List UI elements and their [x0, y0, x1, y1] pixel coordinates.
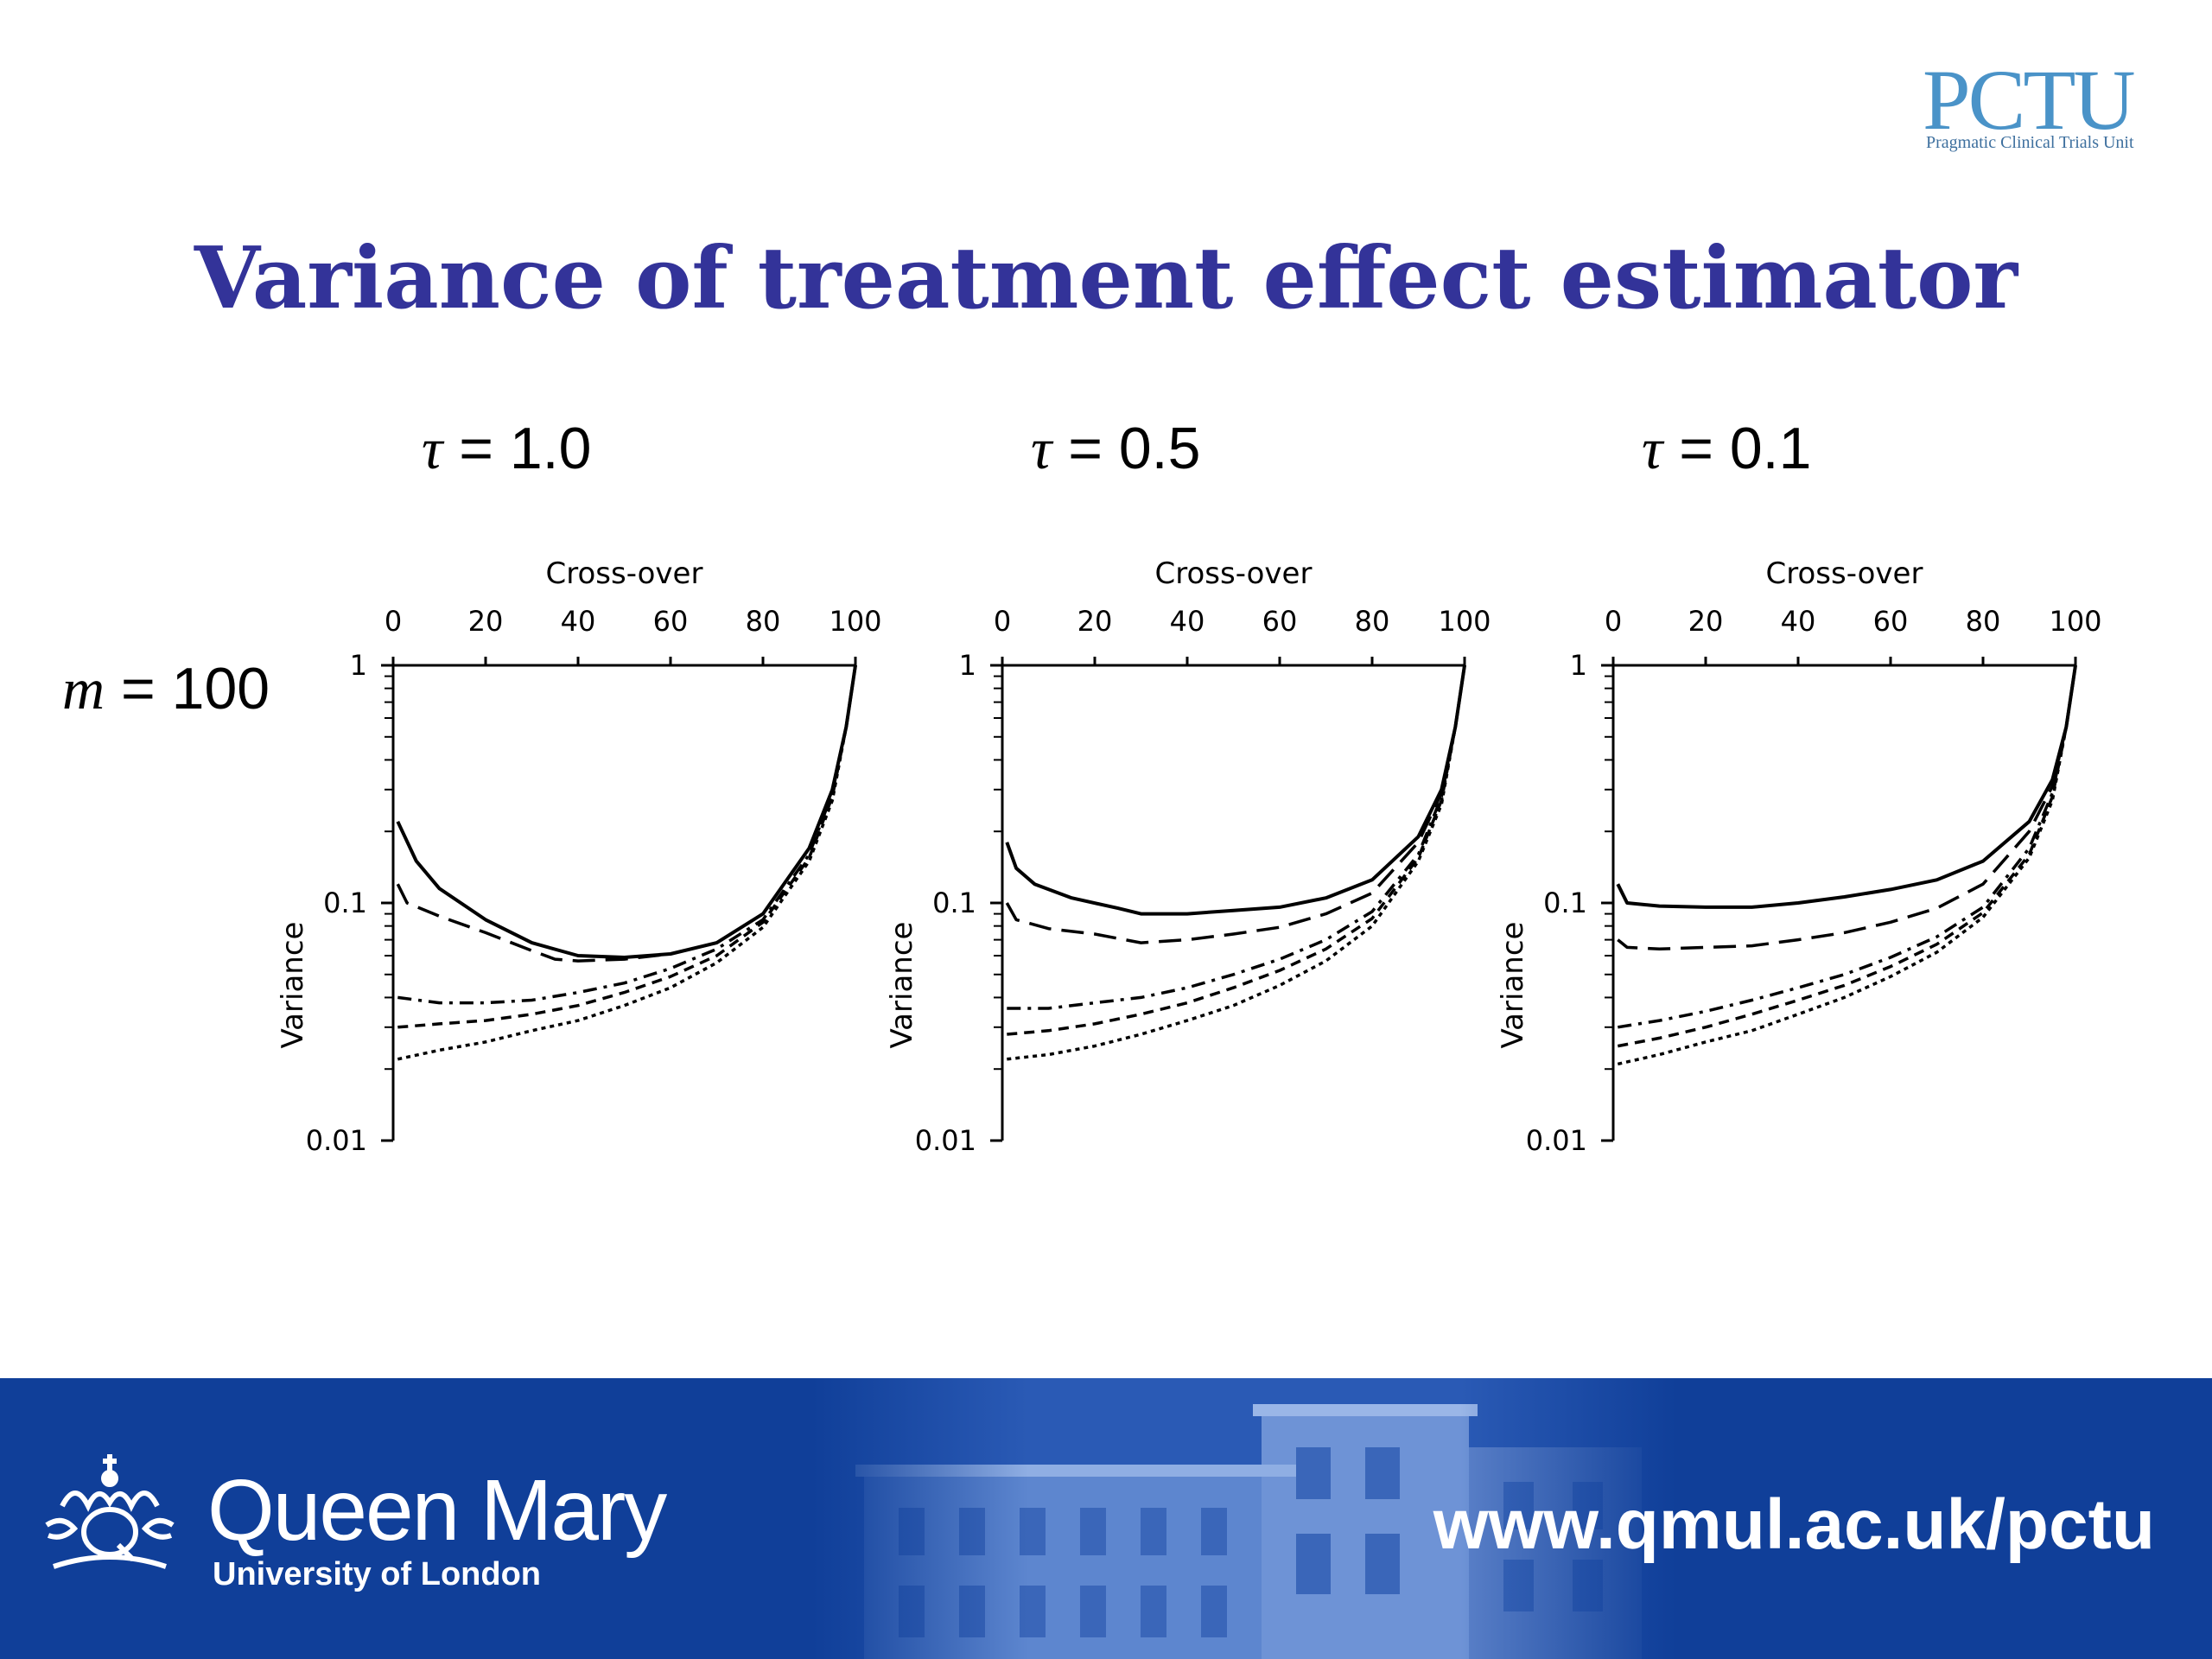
y-tick-label: 0.01 [915, 1124, 976, 1157]
row-label-m: m = 100 [62, 655, 270, 723]
building-photo [812, 1378, 1676, 1659]
y-tick-label: 0.1 [932, 887, 976, 919]
x-tick-label: 0 [385, 605, 402, 638]
x-tick-label: 40 [561, 605, 596, 638]
y-tick-label: 1 [959, 649, 976, 682]
footer-banner: Queen Mary University of London www.qmul… [0, 1378, 2212, 1659]
x-tick-label: 0 [1605, 605, 1622, 638]
y-axis-title: Variance [885, 922, 919, 1049]
y-tick-label: 0.01 [1526, 1124, 1587, 1157]
tau-symbol: τ [422, 416, 443, 481]
x-tick-label: 100 [829, 605, 881, 638]
x-tick-label: 100 [2049, 605, 2101, 638]
tau-symbol: τ [1642, 416, 1663, 481]
x-tick-label: 40 [1170, 605, 1205, 638]
variance-chart-tau-1: 0 20 40 60 80 100 1 0.1 0.01 Cross-over Variance [276, 556, 882, 1157]
series-line-dash-dot [1618, 664, 2077, 1029]
y-tick-label: 1 [350, 649, 367, 682]
variance-chart-tau-05: 0 20 40 60 80 100 1 0.1 0.01 Cross-over Variance [885, 556, 1491, 1157]
x-tick-label: 0 [994, 605, 1011, 638]
x-axis-title: Cross-over [546, 556, 703, 591]
website-url: www.qmul.ac.uk/pctu [1433, 1485, 2155, 1564]
x-axis-title: Cross-over [1155, 556, 1313, 591]
x-tick-label: 60 [1873, 605, 1909, 638]
logo-subtitle: Pragmatic Clinical Trials Unit [1926, 133, 2134, 152]
m-value: = 100 [121, 656, 270, 721]
series-line-dash-dot [1007, 664, 1466, 1010]
series-line-long-dash [1617, 664, 2077, 951]
tau-value: = 0.5 [1068, 416, 1201, 481]
series-line-long-dash [396, 664, 857, 963]
queen-mary-crest-icon [45, 1454, 175, 1569]
x-tick-label: 40 [1781, 605, 1816, 638]
series-line-short-dash [397, 664, 857, 1029]
tau-symbol: τ [1031, 416, 1052, 481]
m-symbol: m [62, 656, 105, 721]
y-axis-title: Variance [1496, 922, 1530, 1049]
panel-label-tau-2: τ = 0.5 [1031, 415, 1200, 483]
x-tick-label: 20 [1077, 605, 1113, 638]
institution-subtitle: University of London [213, 1556, 541, 1592]
panel-label-tau-3: τ = 0.1 [1642, 415, 1811, 483]
panel-label-tau-1: τ = 1.0 [422, 415, 591, 483]
x-axis-title: Cross-over [1766, 556, 1923, 591]
series-line-dotted [1617, 664, 2077, 1066]
y-tick-label: 0.01 [306, 1124, 367, 1157]
x-tick-label: 60 [1262, 605, 1298, 638]
series-line-solid [396, 664, 857, 959]
series-line-dash-dot [397, 664, 857, 1005]
institution-name: Queen Mary [207, 1462, 667, 1559]
series-line-dotted [397, 664, 857, 1061]
logo-letters: PCTU [1923, 52, 2136, 148]
y-tick-label: 0.1 [1543, 887, 1587, 919]
series-line-dotted [1007, 664, 1466, 1061]
x-tick-label: 80 [1355, 605, 1390, 638]
x-tick-label: 80 [746, 605, 781, 638]
tau-value: = 0.1 [1679, 416, 1812, 481]
pctu-logo: PCTU Pragmatic Clinical Trials Unit [1923, 57, 2147, 161]
series-line-solid [1005, 664, 1466, 916]
y-tick-label: 0.1 [323, 887, 367, 919]
slide-title: Variance of treatment effect estimator [194, 229, 2018, 328]
x-tick-label: 20 [1688, 605, 1724, 638]
x-tick-label: 100 [1438, 605, 1491, 638]
series-line-solid [1616, 664, 2077, 909]
y-tick-label: 1 [1570, 649, 1587, 682]
y-axis-title: Variance [276, 922, 310, 1049]
x-tick-label: 60 [653, 605, 689, 638]
series-line-long-dash [1005, 664, 1466, 944]
tau-value: = 1.0 [459, 416, 592, 481]
x-tick-label: 80 [1966, 605, 2001, 638]
series-line-short-dash [1007, 664, 1466, 1036]
x-tick-label: 20 [468, 605, 504, 638]
variance-chart-tau-01: 0 20 40 60 80 100 1 0.1 0.01 Cross-over Variance [1496, 556, 2102, 1157]
